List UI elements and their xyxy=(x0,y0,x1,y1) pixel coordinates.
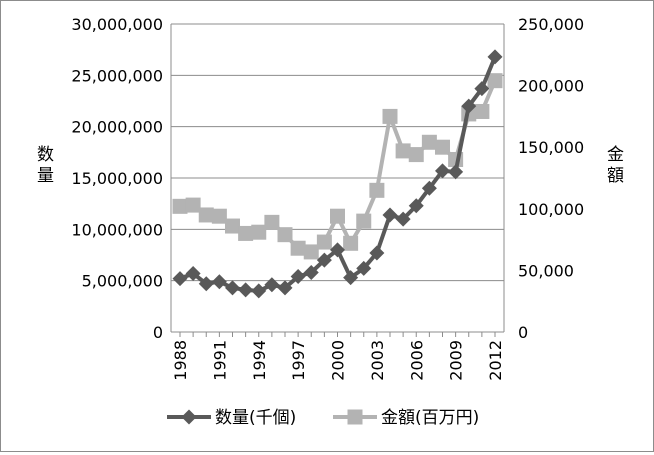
legend-marker xyxy=(181,409,197,425)
data-point xyxy=(277,227,293,243)
data-point xyxy=(448,164,464,180)
x-tick-label: 2000 xyxy=(329,340,348,381)
data-point xyxy=(474,103,490,119)
data-point xyxy=(435,139,450,155)
data-point xyxy=(421,134,437,150)
y-left-tick-label: 15,000,000 xyxy=(71,169,163,188)
y-right-tick-label: 200,000 xyxy=(518,77,584,96)
data-point xyxy=(356,260,372,276)
legend-label: 数量(千個) xyxy=(215,408,296,428)
data-point xyxy=(382,207,398,223)
data-point xyxy=(487,49,503,65)
legend-label: 金額(百万円) xyxy=(381,408,479,428)
data-point xyxy=(198,207,214,223)
y-right-tick-label: 150,000 xyxy=(518,138,584,157)
data-point xyxy=(290,269,306,285)
series-1 xyxy=(172,49,503,299)
data-point xyxy=(211,208,227,224)
y-left-tick-label: 20,000,000 xyxy=(71,118,163,137)
series-2 xyxy=(172,73,503,260)
data-point xyxy=(225,218,240,234)
y-right-tick-label: 250,000 xyxy=(518,15,584,34)
data-point xyxy=(303,264,319,280)
data-point xyxy=(198,276,214,292)
data-point xyxy=(382,108,398,124)
data-point xyxy=(251,283,267,299)
data-point xyxy=(356,213,372,229)
x-tick-label: 2006 xyxy=(407,340,426,381)
data-point xyxy=(277,280,293,296)
data-point xyxy=(264,214,280,230)
data-point xyxy=(487,73,503,89)
y-left-tick-label: 25,000,000 xyxy=(71,66,163,85)
data-point xyxy=(474,81,490,97)
y-axis-right-label: 金額 xyxy=(603,145,624,187)
legend: 数量(千個) 金額(百万円) xyxy=(167,408,479,428)
y-right-tick-label: 50,000 xyxy=(518,261,574,280)
data-point xyxy=(290,240,306,256)
y-left-tick-label: 30,000,000 xyxy=(71,15,163,34)
y-axis-left-label: 数量 xyxy=(33,145,54,187)
data-point xyxy=(316,252,332,268)
x-tick-label: 1994 xyxy=(250,340,269,381)
data-point xyxy=(316,234,332,250)
data-point xyxy=(238,225,254,241)
data-point xyxy=(395,143,411,159)
data-point xyxy=(172,198,188,214)
x-tick-label: 1988 xyxy=(171,340,190,381)
tick-labels: 0 5,000,000 10,000,000 15,000,000 20,000,000… xyxy=(71,15,584,381)
x-tick-label: 2009 xyxy=(447,340,466,381)
axes xyxy=(170,24,505,337)
data-point xyxy=(211,274,227,290)
data-point xyxy=(264,277,280,293)
x-tick-label: 1997 xyxy=(289,340,308,381)
data-point xyxy=(369,182,385,198)
data-point xyxy=(343,270,359,286)
data-point xyxy=(395,211,411,227)
data-point xyxy=(435,163,450,179)
x-tick-label: 1991 xyxy=(210,340,229,381)
data-point xyxy=(421,180,437,196)
data-point xyxy=(225,280,240,296)
series xyxy=(172,49,503,299)
y-left-tick-label: 0 xyxy=(153,323,163,342)
y-right-tick-label: 0 xyxy=(518,323,528,342)
data-point xyxy=(185,197,201,213)
legend-marker xyxy=(347,409,363,425)
x-tick-label: 2012 xyxy=(486,340,505,381)
data-point xyxy=(408,147,424,163)
y-left-tick-label: 5,000,000 xyxy=(82,272,163,291)
data-point xyxy=(330,242,345,258)
data-point xyxy=(408,198,424,214)
data-point xyxy=(303,244,319,260)
legend-entry-1: 数量(千個) xyxy=(167,408,296,428)
data-point xyxy=(238,282,254,298)
data-point xyxy=(172,271,188,287)
data-point xyxy=(251,224,267,240)
data-point xyxy=(330,208,345,224)
y-left-tick-label: 10,000,000 xyxy=(71,220,163,239)
y-right-tick-label: 100,000 xyxy=(518,200,584,219)
data-point xyxy=(343,235,359,251)
data-point xyxy=(369,245,385,261)
legend-entry-2: 金額(百万円) xyxy=(333,408,479,428)
data-point xyxy=(185,265,201,281)
x-tick-label: 2003 xyxy=(368,340,387,381)
data-point xyxy=(461,98,477,114)
